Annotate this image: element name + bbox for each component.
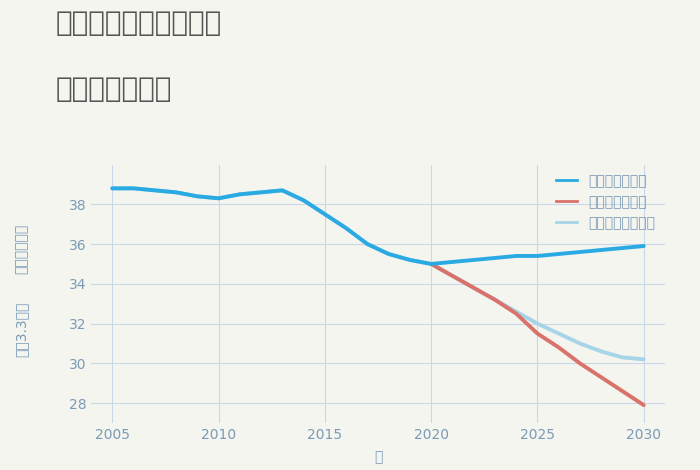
グッドシナリオ xyxy=(618,245,626,251)
グッドシナリオ xyxy=(512,253,520,259)
グッドシナリオ xyxy=(342,225,350,231)
グッドシナリオ xyxy=(363,241,372,247)
グッドシナリオ xyxy=(448,259,456,265)
バッドシナリオ xyxy=(597,375,606,380)
ノーマルシナリオ xyxy=(618,354,626,360)
グッドシナリオ xyxy=(640,243,648,249)
ノーマルシナリオ xyxy=(214,196,223,201)
ノーマルシナリオ xyxy=(236,191,244,197)
バッドシナリオ xyxy=(533,331,542,337)
Line: バッドシナリオ: バッドシナリオ xyxy=(431,264,644,405)
Line: グッドシナリオ: グッドシナリオ xyxy=(112,188,644,264)
ノーマルシナリオ xyxy=(257,189,265,195)
Text: 単価（万円）: 単価（万円） xyxy=(14,224,28,274)
ノーマルシナリオ xyxy=(300,197,308,203)
Text: 土地の価格推移: 土地の価格推移 xyxy=(56,75,172,103)
ノーマルシナリオ xyxy=(576,341,584,346)
バッドシナリオ xyxy=(554,345,563,350)
バッドシナリオ xyxy=(512,311,520,316)
グッドシナリオ xyxy=(300,197,308,203)
ノーマルシナリオ xyxy=(172,189,180,195)
ノーマルシナリオ xyxy=(384,251,393,257)
グッドシナリオ xyxy=(150,188,159,193)
グッドシナリオ xyxy=(406,257,414,263)
ノーマルシナリオ xyxy=(470,285,478,290)
Text: 坪（3.3㎡）: 坪（3.3㎡） xyxy=(14,301,28,357)
ノーマルシナリオ xyxy=(491,297,499,303)
ノーマルシナリオ xyxy=(427,261,435,267)
グッドシナリオ xyxy=(172,189,180,195)
グッドシナリオ xyxy=(576,249,584,255)
グッドシナリオ xyxy=(384,251,393,257)
ノーマルシナリオ xyxy=(597,349,606,354)
バッドシナリオ xyxy=(491,297,499,303)
ノーマルシナリオ xyxy=(130,186,138,191)
グッドシナリオ xyxy=(491,255,499,261)
ノーマルシナリオ xyxy=(108,186,116,191)
ノーマルシナリオ xyxy=(150,188,159,193)
グッドシナリオ xyxy=(533,253,542,259)
グッドシナリオ xyxy=(554,251,563,257)
グッドシナリオ xyxy=(236,191,244,197)
グッドシナリオ xyxy=(193,194,202,199)
ノーマルシナリオ xyxy=(640,357,648,362)
グッドシナリオ xyxy=(470,257,478,263)
グッドシナリオ xyxy=(257,189,265,195)
バッドシナリオ xyxy=(576,360,584,366)
Line: ノーマルシナリオ: ノーマルシナリオ xyxy=(112,188,644,360)
X-axis label: 年: 年 xyxy=(374,450,382,464)
ノーマルシナリオ xyxy=(193,194,202,199)
ノーマルシナリオ xyxy=(554,331,563,337)
バッドシナリオ xyxy=(618,388,626,394)
グッドシナリオ xyxy=(597,247,606,253)
バッドシナリオ xyxy=(448,273,456,279)
ノーマルシナリオ xyxy=(321,212,329,217)
グッドシナリオ xyxy=(130,186,138,191)
ノーマルシナリオ xyxy=(278,188,286,193)
バッドシナリオ xyxy=(470,285,478,290)
バッドシナリオ xyxy=(640,402,648,408)
グッドシナリオ xyxy=(427,261,435,267)
グッドシナリオ xyxy=(321,212,329,217)
ノーマルシナリオ xyxy=(448,273,456,279)
ノーマルシナリオ xyxy=(363,241,372,247)
ノーマルシナリオ xyxy=(512,309,520,314)
グッドシナリオ xyxy=(278,188,286,193)
Text: 愛知県豊川市南千両の: 愛知県豊川市南千両の xyxy=(56,9,223,38)
ノーマルシナリオ xyxy=(406,257,414,263)
グッドシナリオ xyxy=(214,196,223,201)
グッドシナリオ xyxy=(108,186,116,191)
ノーマルシナリオ xyxy=(342,225,350,231)
ノーマルシナリオ xyxy=(533,321,542,326)
バッドシナリオ xyxy=(427,261,435,267)
Legend: グッドシナリオ, バッドシナリオ, ノーマルシナリオ: グッドシナリオ, バッドシナリオ, ノーマルシナリオ xyxy=(551,169,661,235)
